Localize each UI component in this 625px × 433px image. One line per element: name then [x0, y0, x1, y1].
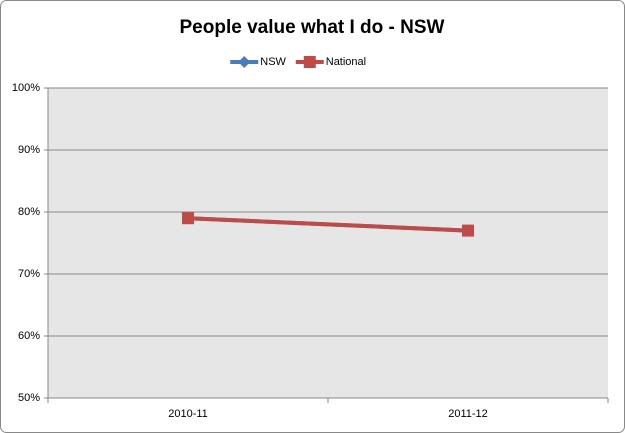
y-tick-label: 100%: [12, 82, 40, 94]
legend-label: National: [326, 56, 366, 68]
data-point: [462, 224, 474, 237]
y-tick-label: 60%: [18, 330, 40, 342]
y-tick-label: 70%: [18, 268, 40, 280]
legend-marker: [303, 56, 316, 68]
y-tick-label: 80%: [18, 206, 40, 218]
data-point: [182, 212, 194, 225]
chart-title: People value what I do - NSW: [180, 17, 445, 38]
plot-area: [48, 88, 608, 398]
y-tick-label: 50%: [18, 392, 40, 404]
y-tick-label: 90%: [18, 144, 40, 156]
legend-marker: [238, 56, 251, 68]
legend-label: NSW: [260, 56, 286, 68]
series-line: [187, 216, 469, 233]
x-tick-label: 2010-11: [168, 408, 208, 420]
x-tick-label: 2011-12: [448, 408, 488, 420]
